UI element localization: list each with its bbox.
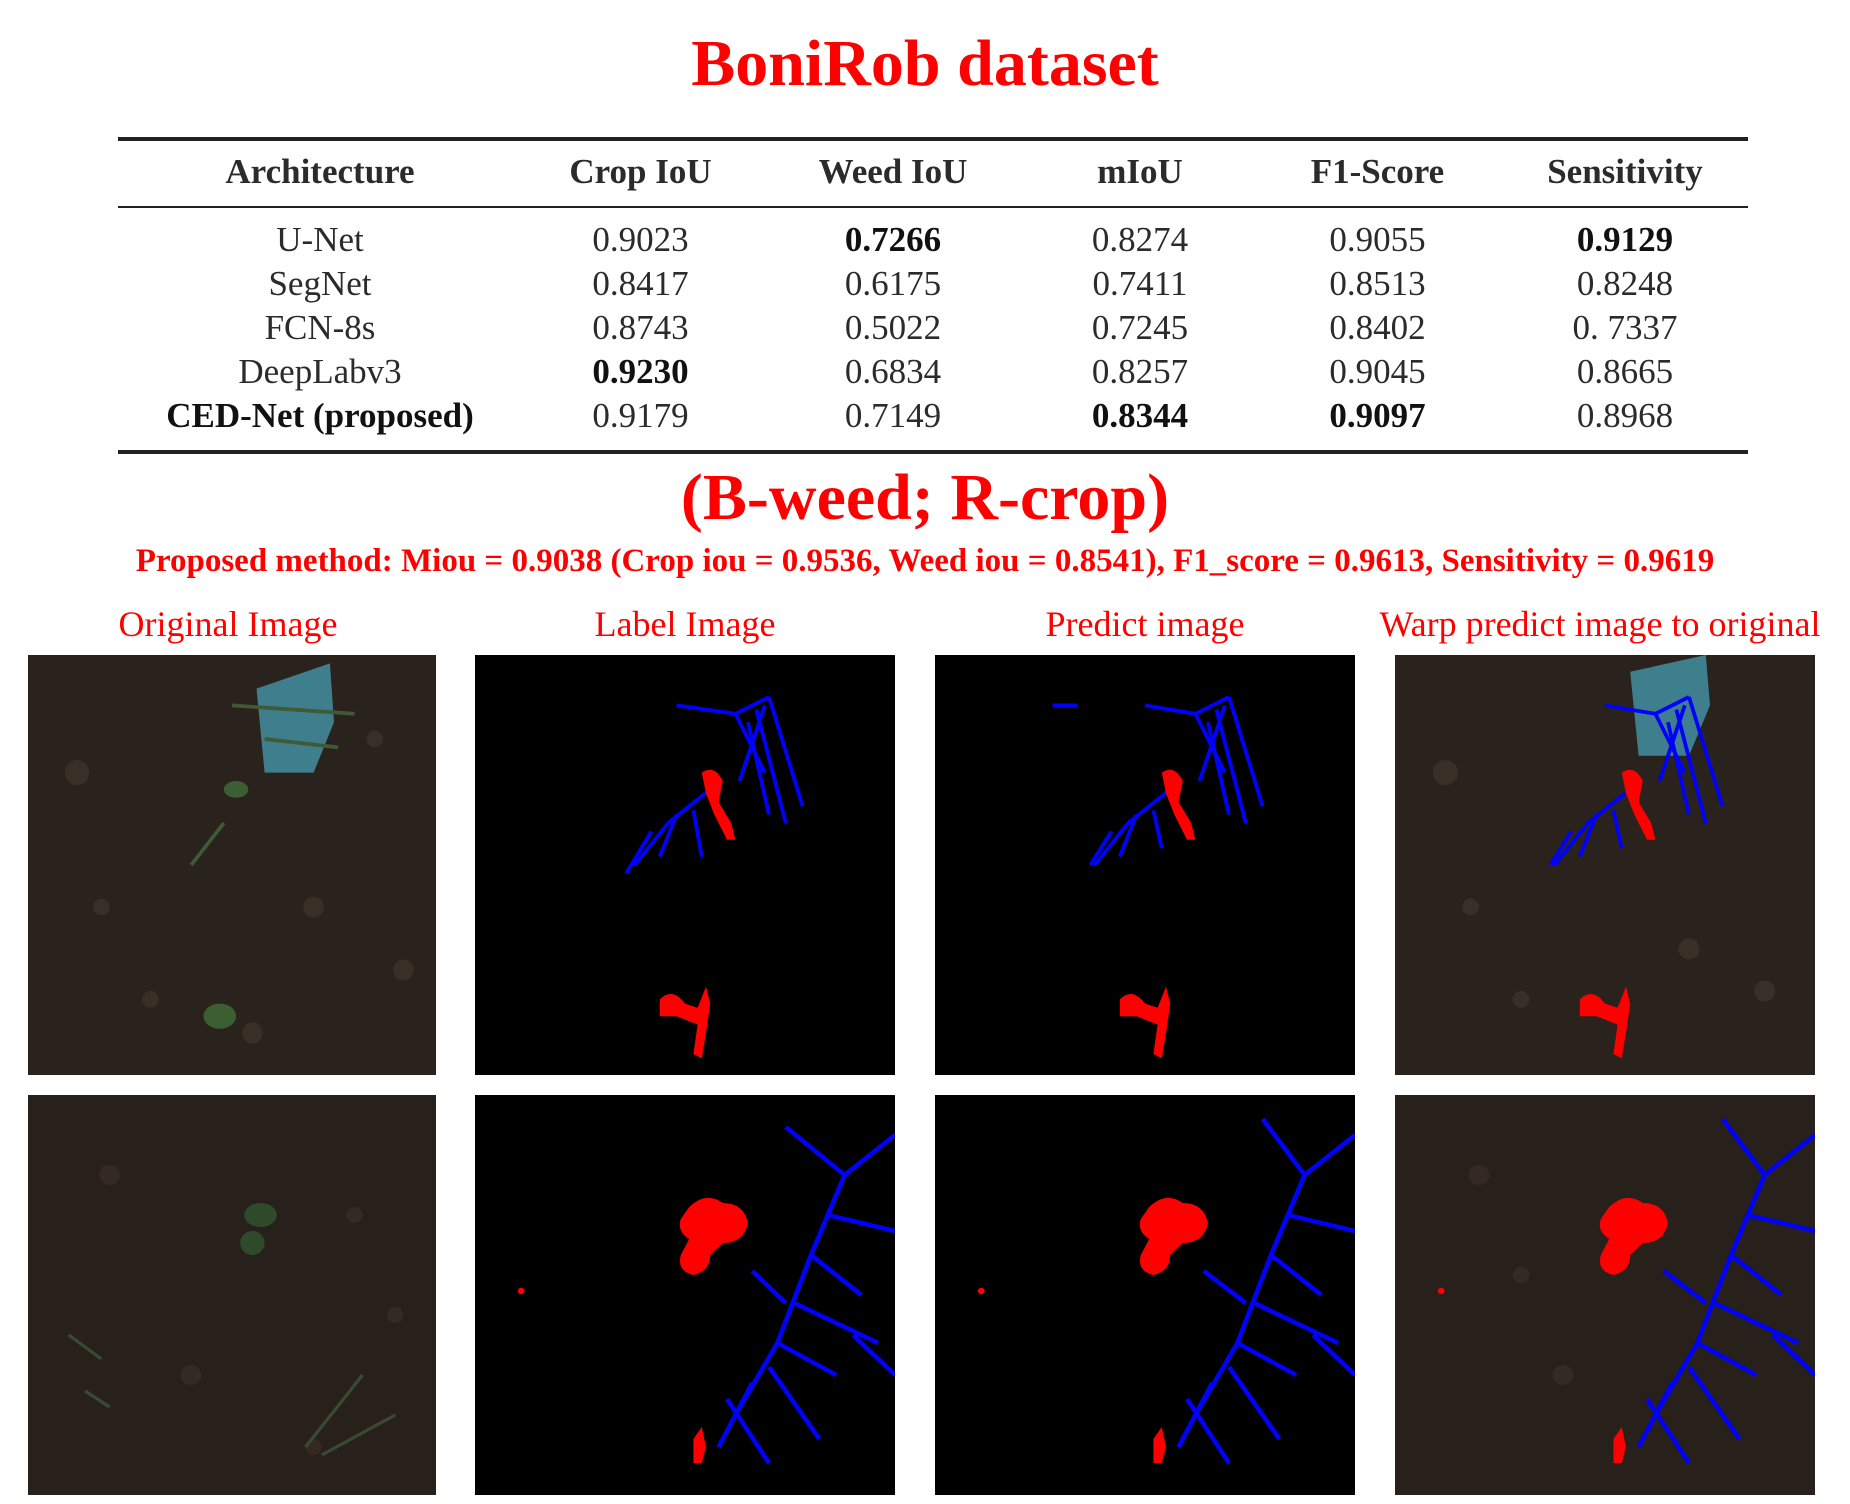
crop-iou-cell: 0.8417 xyxy=(592,264,689,303)
header-weed-iou: Weed IoU xyxy=(818,152,968,191)
header-miou: mIoU xyxy=(1097,152,1183,191)
miou-cell: 0.8274 xyxy=(1091,220,1189,259)
sensitivity-cell: 0.8665 xyxy=(1576,352,1674,391)
table-header-rule xyxy=(118,206,1748,208)
results-table-header: Architecture Crop IoU Weed IoU mIoU F1-S… xyxy=(118,146,1748,198)
predict-image-2 xyxy=(935,1095,1355,1495)
weed-iou-cell: 0.7266 xyxy=(844,220,942,259)
header-f1-score: F1-Score xyxy=(1310,152,1445,191)
caption-predict-image: Predict image xyxy=(1045,604,1245,644)
f1-cell: 0.9055 xyxy=(1329,220,1426,259)
proposed-method-summary: Proposed method: Miou = 0.9038 (Crop iou… xyxy=(135,543,1715,579)
sensitivity-cell: 0.8968 xyxy=(1576,396,1674,435)
architecture-cell: SegNet xyxy=(268,264,372,303)
f1-cell: 0.9097 xyxy=(1329,396,1426,435)
architecture-cell: FCN-8s xyxy=(264,308,376,347)
label-image-1 xyxy=(475,655,895,1075)
architecture-cell: CED-Net (proposed) xyxy=(166,396,474,435)
weed-iou-cell: 0.6175 xyxy=(844,264,942,303)
table-row: FCN-8s 0.8743 0.5022 0.7245 0.8402 0. 73… xyxy=(118,306,1748,350)
header-crop-iou: Crop IoU xyxy=(569,152,712,191)
f1-cell: 0.8513 xyxy=(1329,264,1426,303)
table-row: SegNet 0.8417 0.6175 0.7411 0.8513 0.824… xyxy=(118,262,1748,306)
caption-label-image: Label Image xyxy=(594,604,776,644)
predict-image-1 xyxy=(935,655,1355,1075)
caption-original-image: Original Image xyxy=(118,604,338,644)
warp-predict-image-2 xyxy=(1395,1095,1815,1495)
f1-cell: 0.8402 xyxy=(1329,308,1426,347)
sensitivity-cell: 0. 7337 xyxy=(1572,308,1678,347)
original-image-2 xyxy=(28,1095,436,1495)
weed-iou-cell: 0.6834 xyxy=(844,352,942,391)
architecture-cell: DeepLabv3 xyxy=(238,352,402,391)
results-table: U-Net 0.9023 0.7266 0.8274 0.9055 0.9129… xyxy=(118,218,1748,438)
miou-cell: 0.7411 xyxy=(1092,264,1188,303)
crop-iou-cell: 0.9179 xyxy=(592,396,689,435)
table-bottom-rule xyxy=(118,450,1748,454)
color-legend: (B-weed; R-crop) xyxy=(680,461,1170,534)
crop-iou-cell: 0.9023 xyxy=(592,220,689,259)
header-architecture: Architecture xyxy=(225,152,415,191)
miou-cell: 0.7245 xyxy=(1091,308,1189,347)
weed-iou-cell: 0.5022 xyxy=(844,308,942,347)
original-image-1 xyxy=(28,655,436,1075)
warp-predict-image-1 xyxy=(1395,655,1815,1075)
sensitivity-cell: 0.8248 xyxy=(1576,264,1674,303)
sensitivity-cell: 0.9129 xyxy=(1576,220,1674,259)
crop-iou-cell: 0.9230 xyxy=(592,352,689,391)
f1-cell: 0.9045 xyxy=(1329,352,1426,391)
weed-iou-cell: 0.7149 xyxy=(844,396,942,435)
table-row: CED-Net (proposed) 0.9179 0.7149 0.8344 … xyxy=(118,394,1748,438)
caption-warp-predict-image: Warp predict image to original xyxy=(1379,604,1821,644)
label-image-2 xyxy=(475,1095,895,1495)
architecture-cell: U-Net xyxy=(276,220,364,259)
miou-cell: 0.8344 xyxy=(1091,396,1189,435)
miou-cell: 0.8257 xyxy=(1091,352,1189,391)
crop-iou-cell: 0.8743 xyxy=(592,308,689,347)
page-title: BoniRob dataset xyxy=(691,27,1159,100)
table-row: U-Net 0.9023 0.7266 0.8274 0.9055 0.9129 xyxy=(118,218,1748,262)
table-top-rule xyxy=(118,137,1748,141)
header-sensitivity: Sensitivity xyxy=(1547,152,1703,191)
table-row: DeepLabv3 0.9230 0.6834 0.8257 0.9045 0.… xyxy=(118,350,1748,394)
